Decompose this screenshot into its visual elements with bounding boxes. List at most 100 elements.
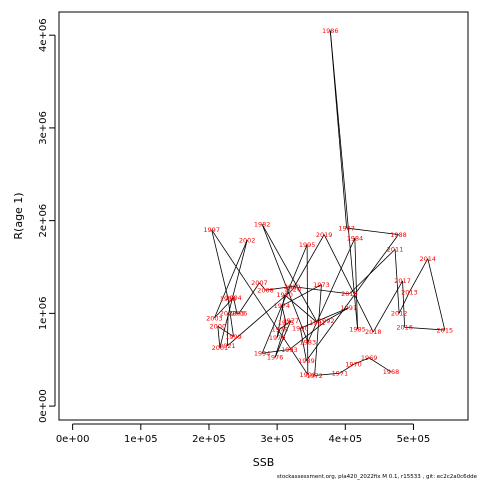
series-segment	[353, 357, 370, 365]
year-label: 1994	[254, 350, 271, 358]
year-label: 2002	[239, 236, 256, 244]
series-segment	[323, 234, 374, 333]
series-segment	[219, 240, 248, 348]
series-segment	[226, 313, 229, 346]
year-label: 2010	[341, 290, 358, 298]
year-label: 1979	[269, 334, 286, 342]
series-segment	[299, 328, 307, 361]
series-segment	[409, 258, 429, 293]
year-label: 1984	[347, 235, 364, 243]
series-segment	[214, 239, 248, 319]
year-label: 1977	[282, 317, 299, 325]
year-label: 1970	[345, 361, 362, 369]
y-tick-label: 3e+06	[38, 111, 49, 145]
series-lines	[211, 30, 446, 376]
series-segment	[300, 307, 349, 329]
series-segment	[329, 30, 348, 229]
series-segment	[372, 280, 403, 333]
year-label: 2012	[391, 310, 408, 318]
year-label: 1976	[267, 354, 284, 362]
series-segment	[307, 238, 356, 343]
x-tick-label: 1e+05	[124, 434, 158, 445]
series-segment	[306, 234, 399, 361]
x-tick-label: 2e+05	[192, 434, 226, 445]
year-label: 2008	[257, 286, 274, 294]
y-axis-title: R(age 1)	[12, 192, 25, 239]
series-segment	[314, 372, 340, 376]
series-segment	[354, 238, 358, 330]
year-label: 2018	[365, 328, 382, 336]
series-segment	[368, 357, 392, 373]
plot-frame	[58, 11, 469, 421]
footer-text: stockassessment.org, pla420_2022fix M 0.…	[277, 474, 478, 480]
year-label: 1999	[225, 333, 242, 341]
year-label: 1986	[322, 27, 339, 35]
year-label: 2021	[219, 342, 236, 350]
year-label: 1983	[300, 338, 317, 346]
year-label: 1995	[299, 241, 316, 249]
series-segment	[292, 234, 325, 290]
x-tick-label: 3e+05	[260, 434, 294, 445]
series-segment	[279, 320, 292, 330]
year-label: 1973	[313, 281, 330, 289]
series-segment	[261, 244, 308, 354]
year-label: 2000	[210, 323, 227, 331]
y-tick-label: 4e+06	[38, 18, 49, 52]
series-segment	[261, 224, 309, 343]
series-segment	[227, 288, 294, 347]
year-label: 2001	[212, 344, 229, 352]
series-segment	[265, 286, 293, 291]
year-label: 1989	[298, 357, 315, 365]
year-label: 2004	[225, 294, 242, 302]
year-label: 1987	[338, 224, 355, 232]
series-segment	[217, 326, 234, 337]
year-label: 2006	[231, 310, 248, 318]
year-label: 2014	[420, 255, 437, 263]
year-label: 1996	[300, 371, 317, 379]
series-segment	[346, 227, 399, 235]
y-tick-label: 0e+00	[38, 389, 49, 423]
x-tick-label: 5e+05	[397, 434, 431, 445]
year-label: 1982	[254, 221, 271, 229]
year-label: 2016	[396, 324, 413, 332]
series-segment	[394, 249, 400, 314]
year-label: 2017	[394, 277, 411, 285]
series-segment	[326, 307, 349, 322]
series-segment	[329, 30, 358, 330]
year-label: 2009	[284, 283, 301, 291]
series-segment	[227, 298, 234, 337]
year-label: 1998	[220, 295, 237, 303]
year-label: 2022	[220, 310, 237, 318]
x-axis: 0e+00 1e+05 2e+05 3e+05 4e+05 5e+05	[56, 423, 431, 445]
y-tick-label: 2e+06	[38, 204, 49, 238]
year-label: 2007	[251, 279, 268, 287]
series-segment	[284, 294, 318, 323]
year-label: 1988	[390, 231, 407, 239]
series-segment	[427, 258, 446, 331]
series-segment	[339, 364, 354, 374]
year-label: 1991	[340, 304, 357, 312]
year-label: 1971	[332, 369, 349, 377]
year-label: 1981	[309, 319, 326, 327]
series-segment	[402, 280, 406, 328]
year-label: 1975	[278, 319, 295, 327]
series-segment	[233, 297, 238, 314]
series-segment	[398, 291, 410, 314]
series-segment	[211, 229, 229, 299]
y-axis: 0e+00 1e+06 2e+06 3e+06 4e+06	[38, 18, 56, 423]
year-label: 1972	[306, 372, 323, 380]
year-label: 2003	[206, 314, 223, 322]
x-axis-title: SSB	[253, 456, 275, 469]
series-segment	[214, 297, 234, 319]
year-label: 1978	[272, 325, 289, 333]
series-segment	[217, 326, 221, 348]
series-segment	[259, 282, 266, 291]
year-label: 1974	[274, 302, 291, 310]
year-label: 2011	[387, 246, 404, 254]
series-segment	[238, 282, 260, 314]
year-label: 1985	[349, 325, 366, 333]
series-segment	[211, 229, 309, 375]
